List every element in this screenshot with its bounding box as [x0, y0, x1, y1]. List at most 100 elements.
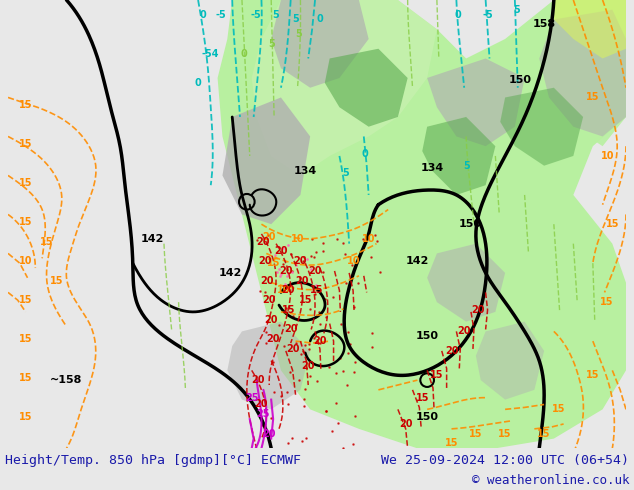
Text: 142: 142 [219, 268, 242, 278]
Text: 0: 0 [316, 15, 323, 24]
Point [311, 248, 321, 256]
Text: 15: 15 [310, 286, 324, 295]
Point [304, 345, 314, 353]
Point [349, 368, 359, 376]
Text: 15: 15 [445, 439, 458, 448]
Point [269, 251, 280, 259]
Point [324, 363, 334, 371]
Point [307, 236, 317, 244]
Point [346, 340, 356, 348]
Point [321, 407, 332, 415]
Point [274, 265, 284, 273]
Text: 15: 15 [430, 370, 444, 380]
Text: -5: -5 [482, 10, 493, 20]
Text: 15: 15 [299, 295, 312, 305]
Text: 20: 20 [262, 232, 276, 242]
Text: 15: 15 [19, 373, 32, 383]
Polygon shape [325, 49, 408, 127]
Point [328, 293, 338, 301]
Text: © weatheronline.co.uk: © weatheronline.co.uk [472, 473, 629, 487]
Point [302, 255, 312, 263]
Point [366, 329, 377, 337]
Text: 5: 5 [342, 169, 349, 178]
Text: 0: 0 [200, 10, 206, 20]
Text: 15: 15 [282, 305, 295, 315]
Text: 20: 20 [251, 375, 264, 385]
Text: 150: 150 [416, 412, 439, 422]
Polygon shape [271, 0, 368, 88]
Text: 20: 20 [274, 246, 288, 256]
Text: 150: 150 [416, 331, 439, 341]
Text: 5: 5 [295, 29, 302, 39]
Text: 20: 20 [313, 336, 327, 346]
Point [351, 358, 361, 366]
Point [287, 268, 297, 276]
Point [327, 427, 337, 435]
Text: -5: -5 [250, 10, 261, 20]
Point [283, 439, 294, 446]
Point [272, 268, 282, 275]
Text: 10: 10 [277, 286, 290, 295]
Point [299, 402, 309, 410]
Text: 20: 20 [308, 266, 322, 276]
Point [285, 250, 295, 258]
Text: 20: 20 [294, 256, 307, 266]
Text: 20: 20 [257, 237, 270, 247]
Point [276, 270, 286, 278]
Text: 15: 15 [19, 217, 32, 227]
Polygon shape [476, 321, 544, 400]
Point [261, 328, 271, 336]
Point [287, 268, 297, 275]
Point [320, 295, 330, 303]
Point [350, 413, 360, 420]
Text: 15: 15 [586, 370, 600, 380]
Point [281, 304, 291, 312]
Point [347, 262, 357, 270]
Point [321, 313, 331, 321]
Text: 20: 20 [457, 326, 471, 337]
Point [260, 288, 270, 296]
Text: 15: 15 [19, 412, 32, 422]
Text: 5: 5 [273, 10, 280, 20]
Point [332, 235, 342, 243]
Point [312, 337, 322, 344]
Point [268, 388, 278, 396]
Point [283, 241, 294, 248]
Point [315, 339, 325, 346]
Text: 15: 15 [19, 139, 32, 149]
Point [296, 350, 306, 358]
Point [261, 339, 271, 347]
Point [294, 376, 304, 384]
Point [348, 440, 358, 448]
Text: 134: 134 [294, 166, 317, 175]
Text: We 25-09-2024 12:00 UTC (06+54): We 25-09-2024 12:00 UTC (06+54) [381, 454, 629, 467]
Text: 20: 20 [295, 276, 309, 286]
Text: 20: 20 [261, 276, 274, 286]
Text: Height/Temp. 850 hPa [gdmp][°C] ECMWF: Height/Temp. 850 hPa [gdmp][°C] ECMWF [5, 454, 301, 467]
Point [342, 381, 353, 389]
Text: 0: 0 [195, 78, 202, 88]
Text: 134: 134 [420, 163, 444, 172]
Text: 5: 5 [268, 39, 275, 49]
Point [305, 305, 315, 313]
Polygon shape [427, 58, 524, 146]
Point [291, 261, 301, 269]
Point [315, 320, 325, 328]
Text: 20: 20 [286, 344, 299, 354]
Point [321, 407, 331, 415]
Point [300, 385, 310, 393]
Point [276, 392, 286, 400]
Text: 20: 20 [259, 256, 272, 266]
Point [341, 279, 351, 287]
Point [339, 444, 349, 452]
Text: 10: 10 [19, 256, 32, 266]
Point [305, 372, 315, 380]
Point [297, 438, 307, 445]
Point [306, 266, 316, 273]
Text: 20: 20 [399, 419, 413, 429]
Text: 15: 15 [586, 93, 600, 102]
Point [298, 347, 308, 355]
Text: 15: 15 [552, 404, 566, 415]
Point [278, 245, 288, 252]
Point [370, 231, 380, 239]
